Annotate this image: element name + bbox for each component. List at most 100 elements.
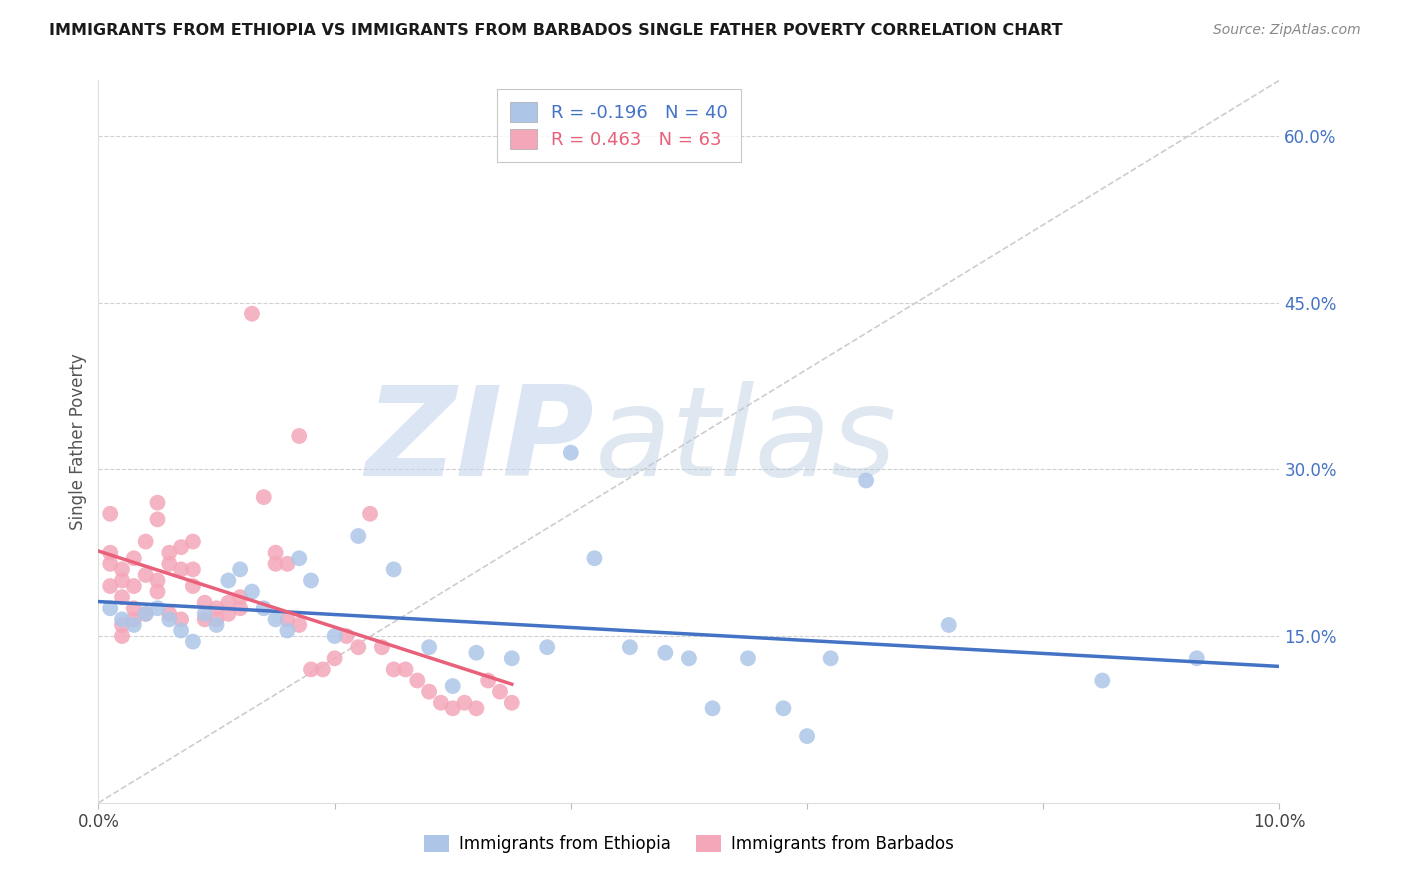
Point xyxy=(264,557,287,571)
Point xyxy=(276,612,298,626)
Point xyxy=(146,496,169,510)
Point xyxy=(394,662,416,676)
Point xyxy=(678,651,700,665)
Point xyxy=(181,634,204,648)
Point xyxy=(489,684,512,698)
Point xyxy=(98,579,121,593)
Point xyxy=(98,557,121,571)
Y-axis label: Single Father Poverty: Single Father Poverty xyxy=(69,353,87,530)
Point xyxy=(583,551,606,566)
Point xyxy=(146,512,169,526)
Point xyxy=(98,601,121,615)
Point xyxy=(536,640,558,655)
Point xyxy=(347,529,370,543)
Point xyxy=(501,696,523,710)
Point xyxy=(382,662,405,676)
Point xyxy=(111,574,134,588)
Point xyxy=(702,701,724,715)
Point xyxy=(170,562,193,576)
Point xyxy=(737,651,759,665)
Point xyxy=(855,474,877,488)
Point xyxy=(122,612,145,626)
Point xyxy=(1185,651,1208,665)
Point xyxy=(111,612,134,626)
Point xyxy=(441,701,464,715)
Point xyxy=(205,618,228,632)
Point xyxy=(453,696,475,710)
Point xyxy=(359,507,381,521)
Point xyxy=(205,601,228,615)
Point xyxy=(217,596,239,610)
Point xyxy=(276,624,298,638)
Point xyxy=(170,624,193,638)
Point xyxy=(501,651,523,665)
Point xyxy=(194,596,217,610)
Point xyxy=(418,640,440,655)
Point xyxy=(430,696,453,710)
Point xyxy=(122,601,145,615)
Point xyxy=(194,612,217,626)
Point xyxy=(465,646,488,660)
Point xyxy=(157,607,180,621)
Point xyxy=(264,612,287,626)
Point xyxy=(465,701,488,715)
Point xyxy=(477,673,499,688)
Point xyxy=(181,534,204,549)
Point xyxy=(205,612,228,626)
Point xyxy=(276,557,298,571)
Point xyxy=(98,546,121,560)
Point xyxy=(772,701,794,715)
Legend: Immigrants from Ethiopia, Immigrants from Barbados: Immigrants from Ethiopia, Immigrants fro… xyxy=(418,828,960,860)
Point xyxy=(146,601,169,615)
Point xyxy=(98,507,121,521)
Point xyxy=(253,601,276,615)
Text: IMMIGRANTS FROM ETHIOPIA VS IMMIGRANTS FROM BARBADOS SINGLE FATHER POVERTY CORRE: IMMIGRANTS FROM ETHIOPIA VS IMMIGRANTS F… xyxy=(49,23,1063,38)
Point xyxy=(418,684,440,698)
Point xyxy=(406,673,429,688)
Point xyxy=(181,562,204,576)
Point xyxy=(157,612,180,626)
Point xyxy=(796,729,818,743)
Point xyxy=(938,618,960,632)
Point xyxy=(157,546,180,560)
Point xyxy=(654,646,676,660)
Point xyxy=(1091,673,1114,688)
Point xyxy=(229,590,252,604)
Point xyxy=(382,562,405,576)
Point xyxy=(820,651,842,665)
Text: Source: ZipAtlas.com: Source: ZipAtlas.com xyxy=(1213,23,1361,37)
Point xyxy=(312,662,335,676)
Point xyxy=(122,618,145,632)
Point xyxy=(253,490,276,504)
Point xyxy=(560,445,582,459)
Point xyxy=(146,574,169,588)
Point xyxy=(181,579,204,593)
Point xyxy=(122,551,145,566)
Text: atlas: atlas xyxy=(595,381,897,502)
Point xyxy=(264,546,287,560)
Point xyxy=(441,679,464,693)
Point xyxy=(135,568,157,582)
Point xyxy=(135,534,157,549)
Point xyxy=(619,640,641,655)
Point xyxy=(122,579,145,593)
Point xyxy=(288,618,311,632)
Point xyxy=(135,607,157,621)
Point xyxy=(217,574,239,588)
Point xyxy=(323,651,346,665)
Point xyxy=(135,607,157,621)
Point xyxy=(240,584,263,599)
Point xyxy=(288,551,311,566)
Point xyxy=(229,562,252,576)
Point xyxy=(111,629,134,643)
Point xyxy=(170,540,193,554)
Point xyxy=(157,557,180,571)
Point xyxy=(323,629,346,643)
Text: ZIP: ZIP xyxy=(366,381,595,502)
Point xyxy=(111,618,134,632)
Point xyxy=(347,640,370,655)
Point xyxy=(170,612,193,626)
Point xyxy=(371,640,394,655)
Point xyxy=(288,429,311,443)
Point xyxy=(229,601,252,615)
